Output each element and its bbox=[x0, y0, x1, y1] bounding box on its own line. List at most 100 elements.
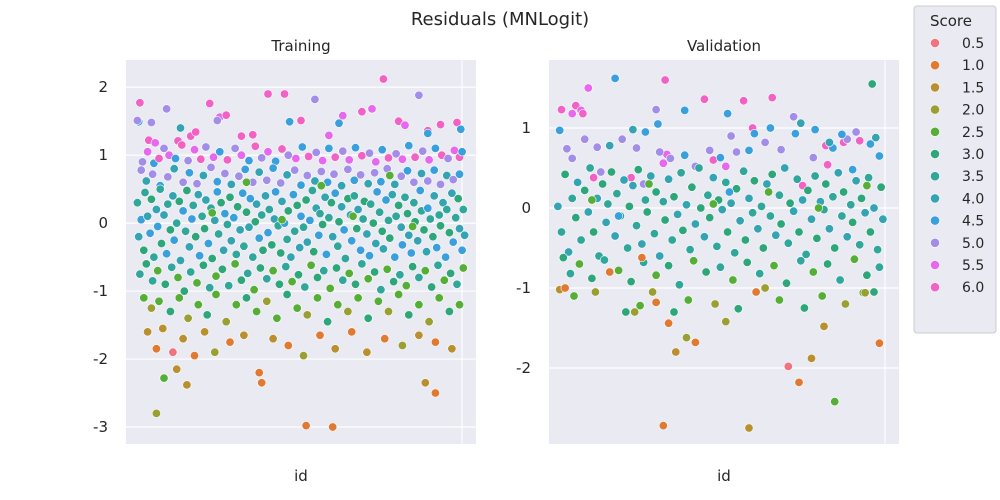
legend-marker bbox=[930, 149, 940, 159]
data-point bbox=[257, 210, 267, 220]
data-point bbox=[343, 306, 353, 316]
data-point bbox=[277, 215, 287, 225]
data-point bbox=[254, 167, 264, 177]
data-point bbox=[764, 187, 774, 197]
data-point bbox=[801, 249, 811, 259]
data-point bbox=[723, 109, 733, 119]
data-point bbox=[324, 213, 334, 223]
data-point bbox=[673, 209, 683, 219]
data-point bbox=[282, 289, 292, 299]
validation-panel: -2 -1 0 1 Validation id bbox=[516, 37, 899, 485]
data-point bbox=[394, 289, 404, 299]
data-point bbox=[328, 232, 338, 242]
y-tick-label: -1 bbox=[93, 282, 108, 300]
data-point bbox=[869, 203, 879, 213]
training-panel: -3 -2 -1 0 1 2 Training id bbox=[93, 37, 476, 485]
data-point bbox=[136, 165, 146, 175]
y-tick-label: -2 bbox=[516, 359, 531, 377]
data-point bbox=[762, 179, 772, 189]
data-point bbox=[402, 209, 412, 219]
data-point bbox=[565, 269, 575, 279]
data-point bbox=[397, 340, 407, 350]
data-point bbox=[324, 130, 334, 140]
data-point bbox=[238, 188, 248, 198]
data-point bbox=[429, 165, 439, 175]
data-point bbox=[605, 267, 615, 277]
data-point bbox=[637, 239, 647, 249]
data-point bbox=[435, 179, 445, 189]
data-point bbox=[694, 163, 704, 173]
data-point bbox=[819, 321, 829, 331]
data-point bbox=[230, 259, 240, 269]
data-point bbox=[323, 317, 333, 327]
data-point bbox=[151, 205, 161, 215]
data-point bbox=[221, 110, 231, 120]
data-point bbox=[236, 131, 246, 141]
data-point bbox=[302, 171, 312, 181]
data-point bbox=[646, 171, 656, 181]
data-point bbox=[301, 421, 311, 431]
data-point bbox=[212, 177, 222, 187]
data-point bbox=[452, 118, 462, 128]
data-point bbox=[165, 306, 175, 316]
data-point bbox=[701, 267, 711, 277]
data-point bbox=[321, 249, 331, 259]
legend-label: 4.5 bbox=[962, 214, 984, 230]
data-point bbox=[765, 123, 775, 133]
data-point bbox=[395, 270, 405, 280]
data-point bbox=[320, 192, 330, 202]
data-point bbox=[146, 118, 156, 128]
data-point bbox=[580, 185, 590, 195]
data-point bbox=[141, 176, 151, 186]
data-point bbox=[257, 378, 267, 388]
data-point bbox=[810, 171, 820, 181]
data-point bbox=[443, 154, 453, 164]
data-point bbox=[864, 173, 874, 183]
data-point bbox=[617, 134, 627, 144]
data-point bbox=[685, 245, 695, 255]
data-point bbox=[205, 99, 215, 109]
data-point bbox=[410, 152, 420, 162]
data-point bbox=[721, 177, 731, 187]
data-point bbox=[182, 380, 192, 390]
data-point bbox=[364, 148, 374, 158]
data-point bbox=[205, 283, 215, 293]
data-point bbox=[318, 156, 328, 166]
data-point bbox=[391, 211, 401, 221]
data-point bbox=[434, 210, 444, 220]
y-tick-label: 0 bbox=[98, 214, 108, 232]
data-point bbox=[429, 191, 439, 201]
data-point bbox=[851, 127, 861, 137]
data-point bbox=[846, 200, 856, 210]
data-point bbox=[589, 227, 599, 237]
data-point bbox=[357, 259, 367, 269]
data-point bbox=[409, 198, 419, 208]
data-point bbox=[648, 287, 658, 297]
data-point bbox=[279, 89, 289, 99]
data-point bbox=[631, 221, 641, 231]
data-point bbox=[203, 239, 213, 249]
data-point bbox=[193, 190, 203, 200]
data-point bbox=[329, 169, 339, 179]
data-point bbox=[176, 255, 186, 265]
data-point bbox=[287, 277, 297, 287]
data-point bbox=[293, 270, 303, 280]
data-point bbox=[871, 133, 881, 143]
data-point bbox=[454, 224, 464, 234]
data-point bbox=[723, 227, 733, 237]
data-point bbox=[381, 195, 391, 205]
data-point bbox=[344, 155, 354, 165]
data-point bbox=[587, 195, 597, 205]
data-point bbox=[191, 232, 201, 242]
data-point bbox=[260, 191, 270, 201]
data-point bbox=[362, 347, 372, 357]
data-point bbox=[810, 125, 820, 135]
data-point bbox=[333, 300, 343, 310]
data-point bbox=[154, 296, 164, 306]
data-point bbox=[357, 151, 367, 161]
points-layer bbox=[553, 73, 888, 433]
data-point bbox=[873, 245, 883, 255]
data-point bbox=[396, 171, 406, 181]
data-point bbox=[141, 259, 151, 269]
data-point bbox=[296, 116, 306, 126]
